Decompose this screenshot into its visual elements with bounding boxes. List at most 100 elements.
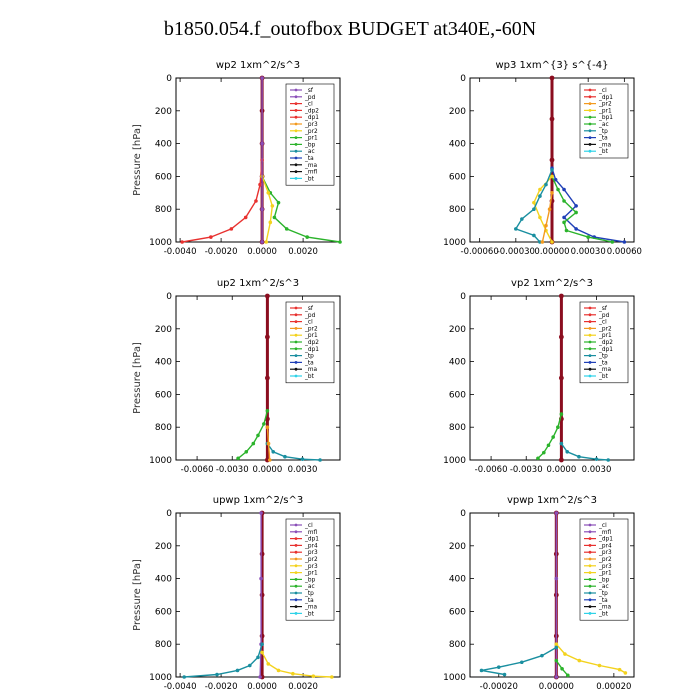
y-tick-label: 0 — [460, 509, 466, 519]
series-point-green — [574, 210, 578, 215]
legend-label: _pr1 — [598, 333, 612, 339]
y-tick-label: 1000 — [149, 673, 172, 683]
legend-label: _ma — [304, 605, 318, 611]
series-point-darkred — [549, 75, 555, 81]
chart-panel-6: vpwp 1xm^2/s^3 0 200 400 600 800 1000 -0.00020 0… — [443, 495, 635, 692]
y-tick-label: 600 — [155, 607, 172, 617]
plot-frame — [175, 512, 341, 678]
series-point-green — [265, 409, 270, 413]
series-point-yellow — [550, 174, 554, 179]
series-point-green — [272, 215, 277, 220]
series-point-yellow — [276, 668, 281, 673]
x-tick-label: 0.00020 — [596, 682, 631, 692]
series-point-darkred — [264, 334, 270, 340]
series-point-teal — [496, 665, 501, 669]
legend-label: _sf — [598, 306, 608, 312]
legend-marker — [588, 102, 592, 105]
y-axis-label: Pressure [hPa] — [132, 559, 143, 631]
legend-marker — [588, 598, 592, 602]
y-tick-label: 800 — [155, 205, 172, 215]
legend-label: _pd — [304, 95, 316, 101]
legend-marker — [588, 143, 592, 146]
series-point-teal — [283, 454, 287, 459]
legend-label: _mfl — [598, 530, 612, 536]
series-point-teal — [538, 194, 542, 198]
legend-marker — [294, 374, 298, 378]
plot-frame — [469, 295, 635, 461]
x-tick-label: 0.00000 — [539, 682, 574, 692]
legend-marker — [588, 333, 592, 337]
legend-marker — [294, 537, 298, 540]
series-point-teal — [271, 450, 276, 454]
legend-marker — [294, 571, 298, 574]
series-point-orange — [540, 240, 545, 244]
series-point-green — [305, 235, 310, 239]
x-tick-label: -0.00030 — [497, 247, 535, 257]
y-tick-label: 200 — [449, 325, 466, 335]
legend-marker — [588, 129, 592, 133]
series-line-red — [182, 159, 263, 243]
y-tick-label: 800 — [449, 640, 466, 650]
legend-label: _ma — [598, 605, 612, 611]
legend-label: _bp — [304, 577, 316, 583]
y-tick-label: 600 — [155, 390, 172, 400]
chart-panel-1: wp2 1xm^2/s^3 0 200 400 600 800 1000-0.0040 -0.… — [132, 60, 342, 257]
panel-title: up2 1xm^2/s^3 — [217, 278, 299, 289]
series-point-green — [536, 456, 540, 461]
y-tick-label: 400 — [155, 575, 172, 585]
series-line-teal — [481, 646, 557, 676]
legend-label: _dp1 — [598, 95, 613, 101]
legend-label: _ma — [598, 142, 612, 148]
series-point-teal — [256, 655, 260, 660]
x-tick-label: -0.0040 — [164, 682, 197, 692]
legend-marker — [588, 347, 592, 351]
series-point-yellow — [577, 658, 582, 663]
series-point-purple — [260, 141, 264, 146]
series-point-orange — [267, 458, 272, 462]
legend-marker — [294, 88, 298, 92]
y-tick-label: 600 — [449, 607, 466, 617]
legend-label: _pr1 — [304, 333, 318, 339]
legend-marker — [588, 306, 592, 310]
legend-label: _pr3 — [304, 122, 318, 128]
legend-label: _pd — [598, 313, 610, 319]
legend-marker — [588, 109, 592, 112]
series-point-orange — [544, 223, 548, 228]
series-point-yellow — [550, 240, 554, 244]
legend-label: _pr2 — [304, 129, 318, 135]
legend-label: _pr3 — [304, 564, 318, 570]
series-point-darkred — [558, 334, 564, 340]
y-tick-label: 200 — [449, 542, 466, 552]
series-point-green — [562, 220, 566, 225]
legend-label: _bt — [598, 149, 609, 155]
legend-label: _pr2 — [304, 326, 318, 332]
legend-label: _bp1 — [598, 115, 613, 121]
y-tick-label: 0 — [460, 292, 466, 302]
legend-marker — [294, 564, 298, 568]
x-tick-label: 0.0030 — [288, 465, 318, 475]
series-point-teal — [514, 227, 518, 231]
legend-label: _dp1 — [304, 347, 319, 353]
series-line-navy — [551, 167, 625, 243]
series-point-green — [262, 422, 266, 426]
legend-marker — [294, 102, 298, 105]
series-point-yellow — [532, 200, 536, 205]
series-point-green — [610, 240, 615, 244]
x-tick-label: -0.00020 — [480, 682, 518, 692]
legend-marker — [294, 578, 298, 581]
legend-marker — [588, 367, 592, 371]
series-point-yellow — [264, 240, 269, 244]
series-point-teal — [577, 454, 581, 459]
x-tick-label: 0.00060 — [607, 247, 642, 257]
series-point-green — [560, 667, 564, 671]
series-point-yellow — [266, 191, 271, 195]
y-axis-label: Pressure [hPa] — [132, 124, 143, 196]
series-point-green — [256, 433, 260, 438]
y-axis-label: Pressure [hPa] — [132, 342, 143, 414]
series-point-yellow — [268, 220, 273, 225]
legend-label: _cl — [598, 523, 607, 529]
legend-label: _pd — [304, 313, 316, 319]
series-line-orange — [541, 192, 553, 243]
series-line-teal — [514, 169, 553, 243]
